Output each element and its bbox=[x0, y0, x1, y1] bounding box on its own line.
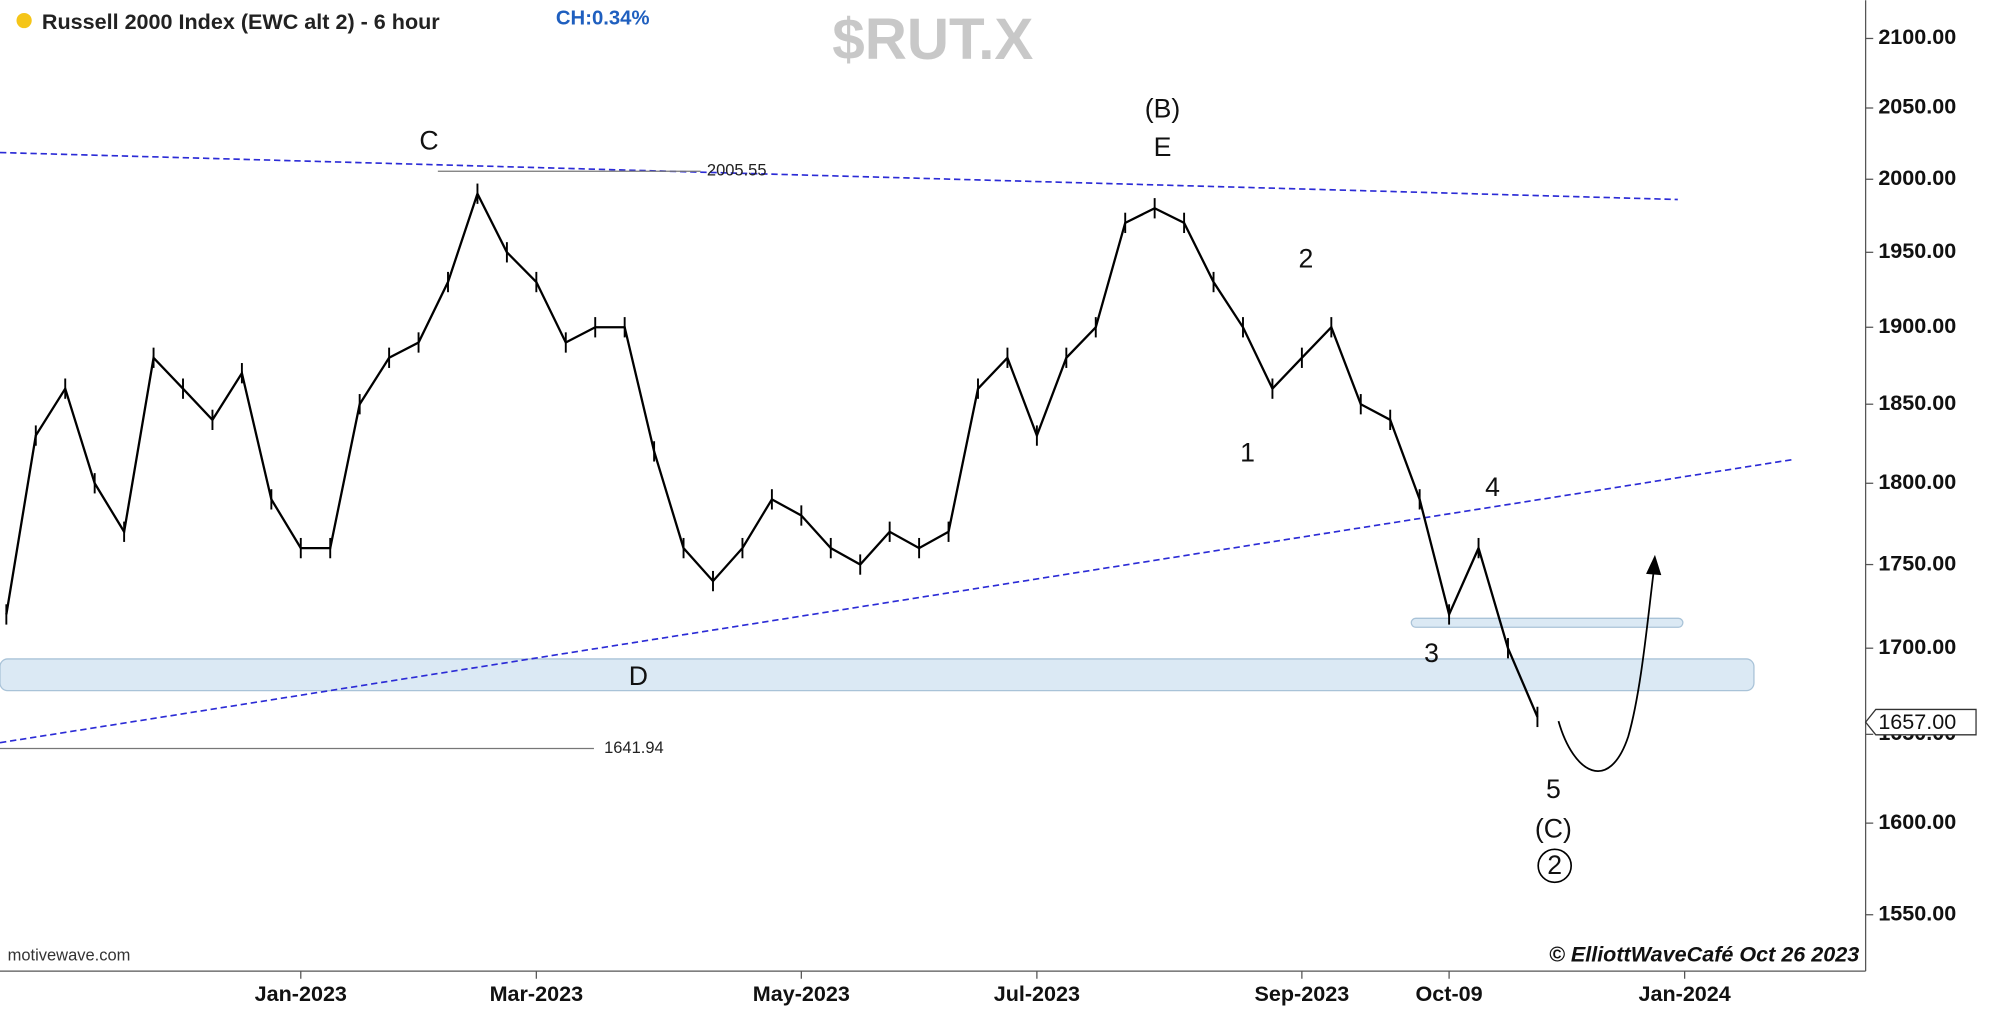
y-tick-label: 1700.00 bbox=[1878, 634, 1956, 659]
wave-label: 2 bbox=[1547, 850, 1562, 880]
x-tick-label: Jan-2023 bbox=[255, 981, 347, 1006]
arrow-head bbox=[1646, 554, 1662, 576]
x-tick-label: Sep-2023 bbox=[1255, 981, 1350, 1006]
wave-label: C bbox=[419, 125, 438, 155]
price-tag bbox=[1864, 708, 1977, 736]
x-tick-label: Oct-09 bbox=[1416, 981, 1483, 1006]
x-tick-label: Jan-2024 bbox=[1638, 981, 1730, 1006]
y-tick-label: 2000.00 bbox=[1878, 165, 1956, 190]
price-tag-label: 1657.00 bbox=[1878, 709, 1956, 734]
x-tick-label: Jul-2023 bbox=[994, 981, 1080, 1006]
wave-label: (C) bbox=[1535, 813, 1572, 843]
y-tick-label: 1900.00 bbox=[1878, 313, 1956, 338]
wave-label: E bbox=[1154, 132, 1172, 162]
y-tick-label: 1950.00 bbox=[1878, 238, 1956, 263]
chart-title: Russell 2000 Index (EWC alt 2) - 6 hour bbox=[42, 9, 440, 34]
wave-label: 2 bbox=[1299, 243, 1314, 273]
support-zone bbox=[0, 658, 1755, 692]
level-label: 2005.55 bbox=[707, 162, 767, 180]
y-tick-label: 1600.00 bbox=[1878, 809, 1956, 834]
projection-arrow bbox=[1557, 571, 1655, 772]
level-label: 1641.94 bbox=[604, 739, 664, 757]
wave-label: 3 bbox=[1424, 638, 1439, 668]
wave-circle bbox=[1537, 848, 1573, 884]
wave-label: 4 bbox=[1485, 472, 1500, 502]
wave-label: D bbox=[629, 661, 648, 691]
watermark: $RUT.X bbox=[832, 7, 1033, 72]
y-tick-label: 2050.00 bbox=[1878, 94, 1956, 119]
wave-label: (B) bbox=[1145, 94, 1181, 124]
upper-trendline bbox=[0, 151, 1678, 201]
source: motivewave.com bbox=[8, 946, 131, 964]
target-zone bbox=[1410, 617, 1684, 628]
status-dot bbox=[16, 12, 32, 29]
change-label: CH:0.34% bbox=[556, 8, 650, 30]
y-tick-label: 1550.00 bbox=[1878, 900, 1956, 925]
wave-label: 5 bbox=[1546, 774, 1561, 804]
x-tick-label: May-2023 bbox=[753, 981, 850, 1006]
x-tick-label: Mar-2023 bbox=[490, 981, 584, 1006]
lower-trendline bbox=[0, 458, 1793, 744]
y-tick-label: 2100.00 bbox=[1878, 24, 1956, 49]
wave-label: 1 bbox=[1240, 438, 1255, 468]
y-tick-label: 1800.00 bbox=[1878, 469, 1956, 494]
copyright: © ElliottWaveCafé Oct 26 2023 bbox=[1549, 942, 1859, 967]
y-tick-label: 1850.00 bbox=[1878, 390, 1956, 415]
y-tick-label: 1750.00 bbox=[1878, 550, 1956, 575]
